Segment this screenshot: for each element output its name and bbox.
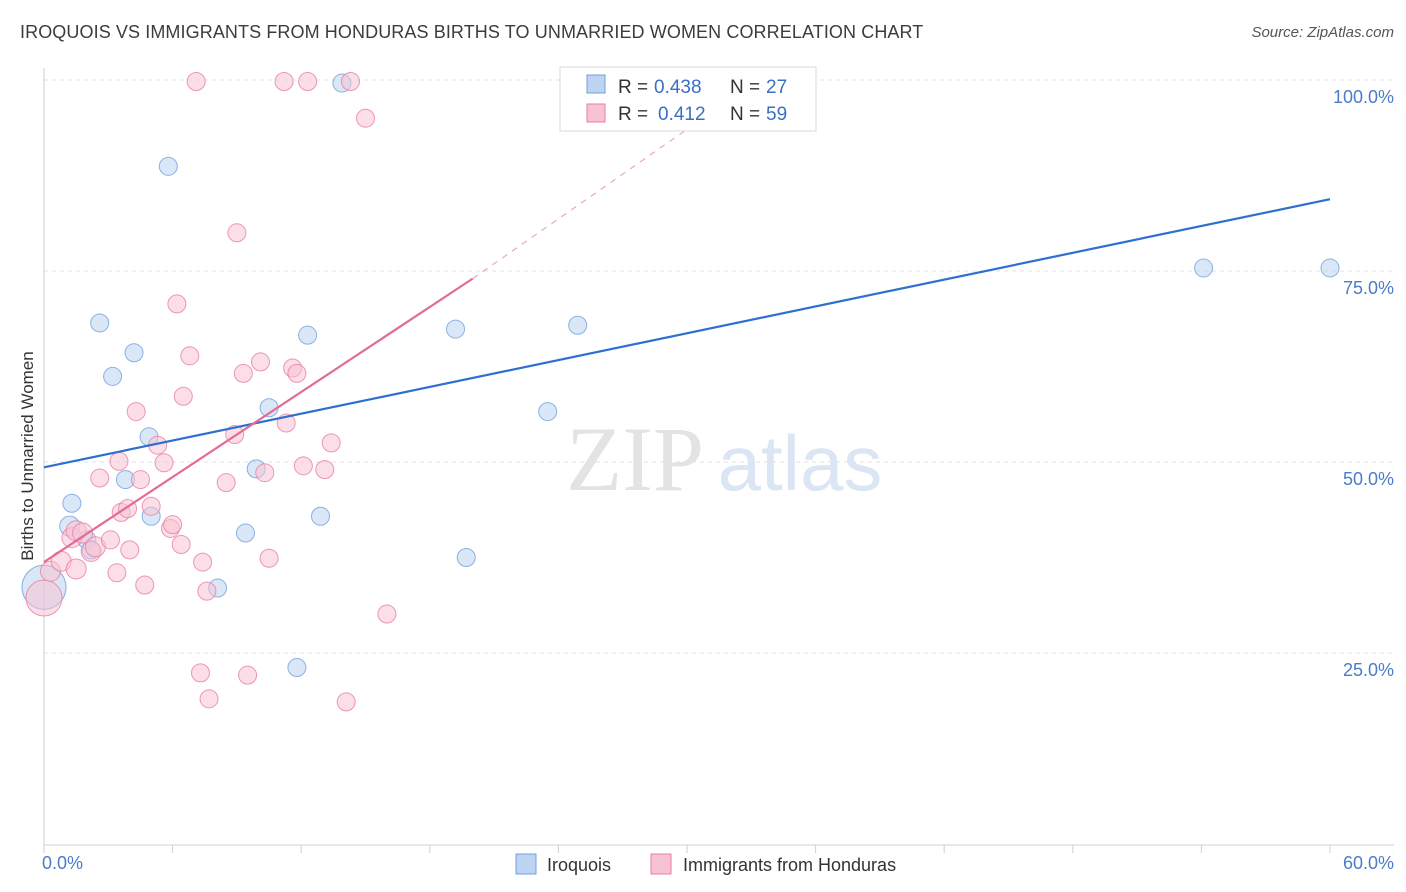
point-series1-15 bbox=[120, 540, 140, 560]
y-tick-labels: 25.0% 50.0% 75.0% 100.0% bbox=[1333, 87, 1394, 680]
point-series0-16 bbox=[287, 658, 307, 678]
legend-n-label-2: N = bbox=[730, 104, 760, 125]
point-series1-37 bbox=[238, 665, 258, 685]
series-legend-swatch-iroquois bbox=[515, 853, 537, 875]
point-series1-29 bbox=[190, 663, 210, 683]
legend-n-label-1: N = bbox=[730, 77, 760, 98]
series-legend-label-honduras: Immigrants from Honduras bbox=[683, 855, 896, 875]
x-axis-ticks bbox=[43, 845, 1331, 853]
point-series1-9 bbox=[90, 468, 110, 488]
point-series1-17 bbox=[130, 470, 150, 490]
point-series1-36 bbox=[233, 363, 253, 383]
point-series0-22 bbox=[538, 402, 558, 422]
point-series1-38 bbox=[250, 352, 270, 372]
points-layer bbox=[21, 68, 1340, 712]
trend-line-series1 bbox=[43, 277, 474, 564]
trend-layer bbox=[43, 113, 1331, 564]
point-series1-46 bbox=[298, 72, 318, 92]
x-tick-label-min: 0.0% bbox=[42, 853, 83, 873]
point-series1-12 bbox=[109, 451, 129, 471]
point-series0-23 bbox=[568, 315, 588, 335]
point-series1-25 bbox=[171, 535, 191, 555]
point-series1-28 bbox=[186, 72, 206, 92]
point-series1-49 bbox=[336, 692, 356, 712]
trend-line-series0 bbox=[43, 198, 1331, 469]
point-series1-35 bbox=[227, 223, 247, 243]
legend-swatch-iroquois bbox=[586, 74, 606, 94]
point-series1-24 bbox=[167, 294, 187, 314]
y-tick-label-2: 75.0% bbox=[1343, 278, 1394, 298]
series-legend: Iroquois Immigrants from Honduras bbox=[515, 853, 896, 875]
point-series1-27 bbox=[180, 346, 200, 366]
stats-legend: R = 0.438 N = 27 R = 0.412 N = 59 bbox=[559, 66, 817, 132]
point-series1-33 bbox=[216, 473, 236, 493]
point-series1-32 bbox=[199, 689, 219, 709]
point-series1-6 bbox=[72, 522, 94, 544]
point-series0-2 bbox=[62, 493, 82, 513]
point-series1-23 bbox=[163, 515, 183, 535]
point-series0-13 bbox=[235, 523, 255, 543]
point-series0-11 bbox=[158, 156, 178, 176]
legend-n-value-2: 59 bbox=[766, 104, 787, 125]
point-series0-18 bbox=[310, 506, 330, 526]
point-series1-45 bbox=[293, 456, 313, 476]
x-tick-label-max: 60.0% bbox=[1343, 853, 1394, 873]
legend-r-value-1: 0.438 bbox=[654, 77, 702, 98]
point-series1-48 bbox=[321, 433, 341, 453]
y-tick-label-1: 50.0% bbox=[1343, 469, 1394, 489]
point-series0-17 bbox=[298, 325, 318, 345]
point-series1-51 bbox=[356, 108, 375, 128]
point-series1-40 bbox=[259, 548, 279, 568]
point-series0-8 bbox=[124, 343, 144, 363]
chart-title: IROQUOIS VS IMMIGRANTS FROM HONDURAS BIR… bbox=[20, 22, 924, 42]
legend-n-value-1: 27 bbox=[766, 77, 787, 98]
point-series1-30 bbox=[193, 552, 213, 572]
point-series1-18 bbox=[135, 575, 155, 595]
point-series1-11 bbox=[107, 563, 127, 583]
point-series0-6 bbox=[103, 366, 123, 386]
legend-swatch-honduras bbox=[586, 103, 606, 123]
series-legend-swatch-honduras bbox=[650, 853, 672, 875]
y-tick-label-0: 25.0% bbox=[1343, 660, 1394, 680]
point-series1-39 bbox=[255, 463, 275, 483]
point-series1-52 bbox=[377, 604, 397, 624]
point-series0-25 bbox=[1194, 258, 1214, 278]
series-legend-label-iroquois: Iroquois bbox=[547, 855, 611, 875]
legend-r-label-1: R = bbox=[618, 77, 648, 98]
point-series1-26 bbox=[173, 386, 193, 406]
legend-r-value-2: 0.412 bbox=[658, 104, 706, 125]
point-series1-31 bbox=[197, 581, 217, 601]
legend-r-label-2: R = bbox=[618, 104, 648, 125]
point-series1-19 bbox=[141, 496, 161, 516]
point-series0-20 bbox=[446, 319, 466, 339]
point-series1-5 bbox=[65, 558, 87, 580]
point-series0-21 bbox=[456, 548, 476, 567]
point-series1-47 bbox=[315, 460, 335, 480]
point-series1-50 bbox=[340, 72, 360, 92]
trend-line-extension-series1 bbox=[472, 113, 709, 280]
chart-source: Source: ZipAtlas.com bbox=[1251, 24, 1394, 41]
y-tick-label-3: 100.0% bbox=[1333, 87, 1394, 107]
watermark-atlas: atlas bbox=[718, 419, 883, 507]
point-series0-5 bbox=[90, 313, 110, 333]
watermark-zip: ZIP bbox=[566, 408, 704, 510]
point-series1-10 bbox=[100, 530, 120, 550]
point-series1-16 bbox=[126, 402, 146, 422]
point-series1-44 bbox=[287, 363, 307, 383]
point-series0-26 bbox=[1320, 258, 1340, 278]
y-axis-label: Births to Unmarried Women bbox=[18, 351, 37, 560]
point-series1-0 bbox=[25, 579, 63, 617]
point-series1-21 bbox=[154, 453, 174, 473]
point-series1-41 bbox=[274, 72, 294, 92]
